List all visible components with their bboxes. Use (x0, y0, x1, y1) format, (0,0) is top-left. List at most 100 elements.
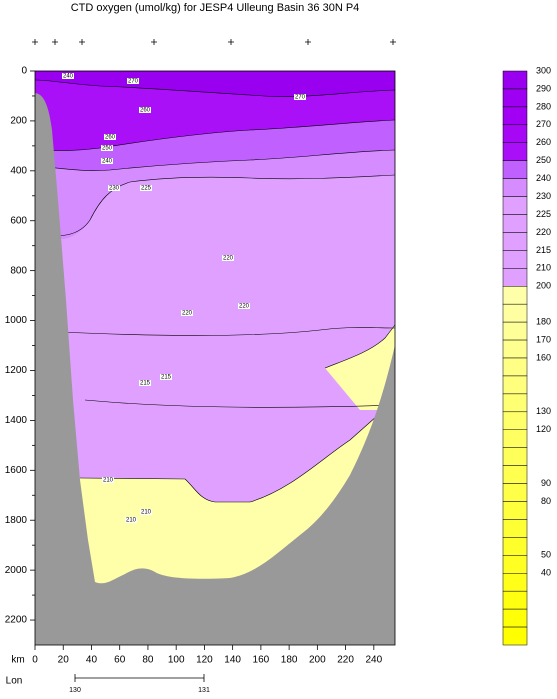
y-tick-label: 200 (10, 116, 27, 127)
colorbar-label: 280 (536, 101, 551, 111)
x-tick-label: 160 (253, 655, 270, 666)
colorbar-box (502, 537, 528, 556)
x-tick-label: 0 (32, 655, 38, 666)
colorbar-label: 200 (536, 281, 551, 291)
colorbar-label: 80 (541, 496, 551, 506)
contour-line (34, 79, 396, 97)
contour-label: 270 (128, 79, 139, 85)
contour-label-bg (102, 477, 114, 483)
contour-line (79, 399, 396, 503)
contour-label: 260 (140, 108, 151, 114)
x-tick-label: 60 (114, 655, 126, 666)
colorbar-box (502, 339, 528, 359)
colorbar-box (502, 232, 528, 251)
lon-tick-label: 130 (69, 687, 81, 694)
contour-band (35, 71, 395, 97)
colorbar-label: 250 (536, 155, 551, 165)
colorbar-label: 50 (541, 550, 551, 560)
contour-label: 260 (105, 135, 116, 141)
colorbar-label: 90 (541, 478, 551, 488)
contour-label: 220 (182, 311, 193, 317)
colorbar-box (502, 555, 528, 574)
contour-label-bg (160, 374, 172, 380)
contour-label: 210 (141, 510, 152, 516)
contour-line (84, 399, 396, 408)
x-tick-label: 100 (168, 655, 185, 666)
colorbar-box (502, 465, 528, 484)
contour-label-bg (108, 185, 120, 191)
colorbar-box (502, 106, 528, 126)
colorbar-label: 130 (536, 406, 551, 416)
contour-label-bg (140, 185, 152, 191)
station-markers (32, 39, 396, 45)
colorbar-label: 225 (536, 209, 551, 219)
lon-tick-label: 131 (198, 687, 210, 694)
colorbar-label: 300 (536, 65, 551, 75)
colorbar-box (502, 303, 528, 323)
colorbar-label: 210 (536, 263, 551, 273)
colorbar-label: 220 (536, 227, 551, 237)
lon-axis-label: Lon (6, 676, 23, 687)
colorbar-label: 180 (536, 317, 551, 327)
colorbar-box (502, 626, 528, 646)
colorbar-box (502, 447, 528, 466)
contour-label-bg (139, 107, 151, 113)
colorbar-box (502, 411, 528, 430)
colorbar-box (502, 483, 528, 502)
contour-label-bg (222, 255, 234, 261)
bathymetry (35, 93, 395, 645)
colorbar-box (502, 250, 528, 269)
plot-area (34, 70, 396, 646)
contour-line (59, 327, 396, 336)
colorbar-label: 240 (536, 173, 551, 183)
chart-title: CTD oxygen (umol/kg) for JESP4 Ulleung B… (71, 2, 360, 14)
x-tick-label: 140 (224, 655, 241, 666)
contour-label: 250 (102, 146, 113, 152)
y-tick-label: 1000 (5, 315, 28, 326)
colorbar-box (502, 393, 528, 413)
contour-line (34, 174, 396, 237)
contour-label: 240 (63, 74, 74, 80)
colorbar-box (502, 160, 528, 179)
contour-label: 270 (295, 95, 306, 101)
contour-label-bg (104, 134, 116, 140)
contour-label: 230 (109, 186, 120, 192)
x-tick-label: 40 (86, 655, 98, 666)
contour-label-bg (101, 158, 113, 164)
colorbar-box (502, 70, 528, 90)
y-tick-label: 400 (10, 165, 27, 176)
colorbar-box (502, 429, 528, 448)
x-tick-label: 120 (196, 655, 213, 666)
contour-label: 220 (223, 256, 234, 262)
colorbar-label: 40 (541, 568, 551, 578)
colorbar-box (502, 88, 528, 108)
colorbar-label: 230 (536, 191, 551, 201)
contour-label-bg (125, 517, 137, 523)
colorbar-label: 270 (536, 119, 551, 129)
contour-band (325, 325, 395, 410)
colorbar-box (502, 357, 528, 377)
colorbar-box (502, 501, 528, 520)
contour-label: 210 (103, 478, 114, 484)
x-tick-label: 180 (281, 655, 298, 666)
contour-label-bg (139, 380, 151, 386)
y-tick-label: 600 (10, 215, 27, 226)
colorbar-box (502, 178, 528, 197)
contour-line (34, 149, 396, 171)
colorbar-box (502, 375, 528, 395)
x-tick-label: 80 (142, 655, 154, 666)
colorbar-label: 160 (536, 352, 551, 362)
plot-frame (34, 70, 396, 646)
contour-label: 210 (126, 518, 137, 524)
colorbar-box (502, 519, 528, 538)
colorbar-box (502, 124, 528, 143)
x-tick-label: 200 (309, 655, 326, 666)
colorbar-label: 170 (536, 334, 551, 344)
station-cross (32, 39, 396, 45)
y-tick-label: 2000 (5, 565, 28, 576)
colorbar-box (502, 321, 528, 341)
contour-label-bg (181, 310, 193, 316)
colorbar-label: 290 (536, 83, 551, 93)
contour-label-bg (238, 303, 250, 309)
